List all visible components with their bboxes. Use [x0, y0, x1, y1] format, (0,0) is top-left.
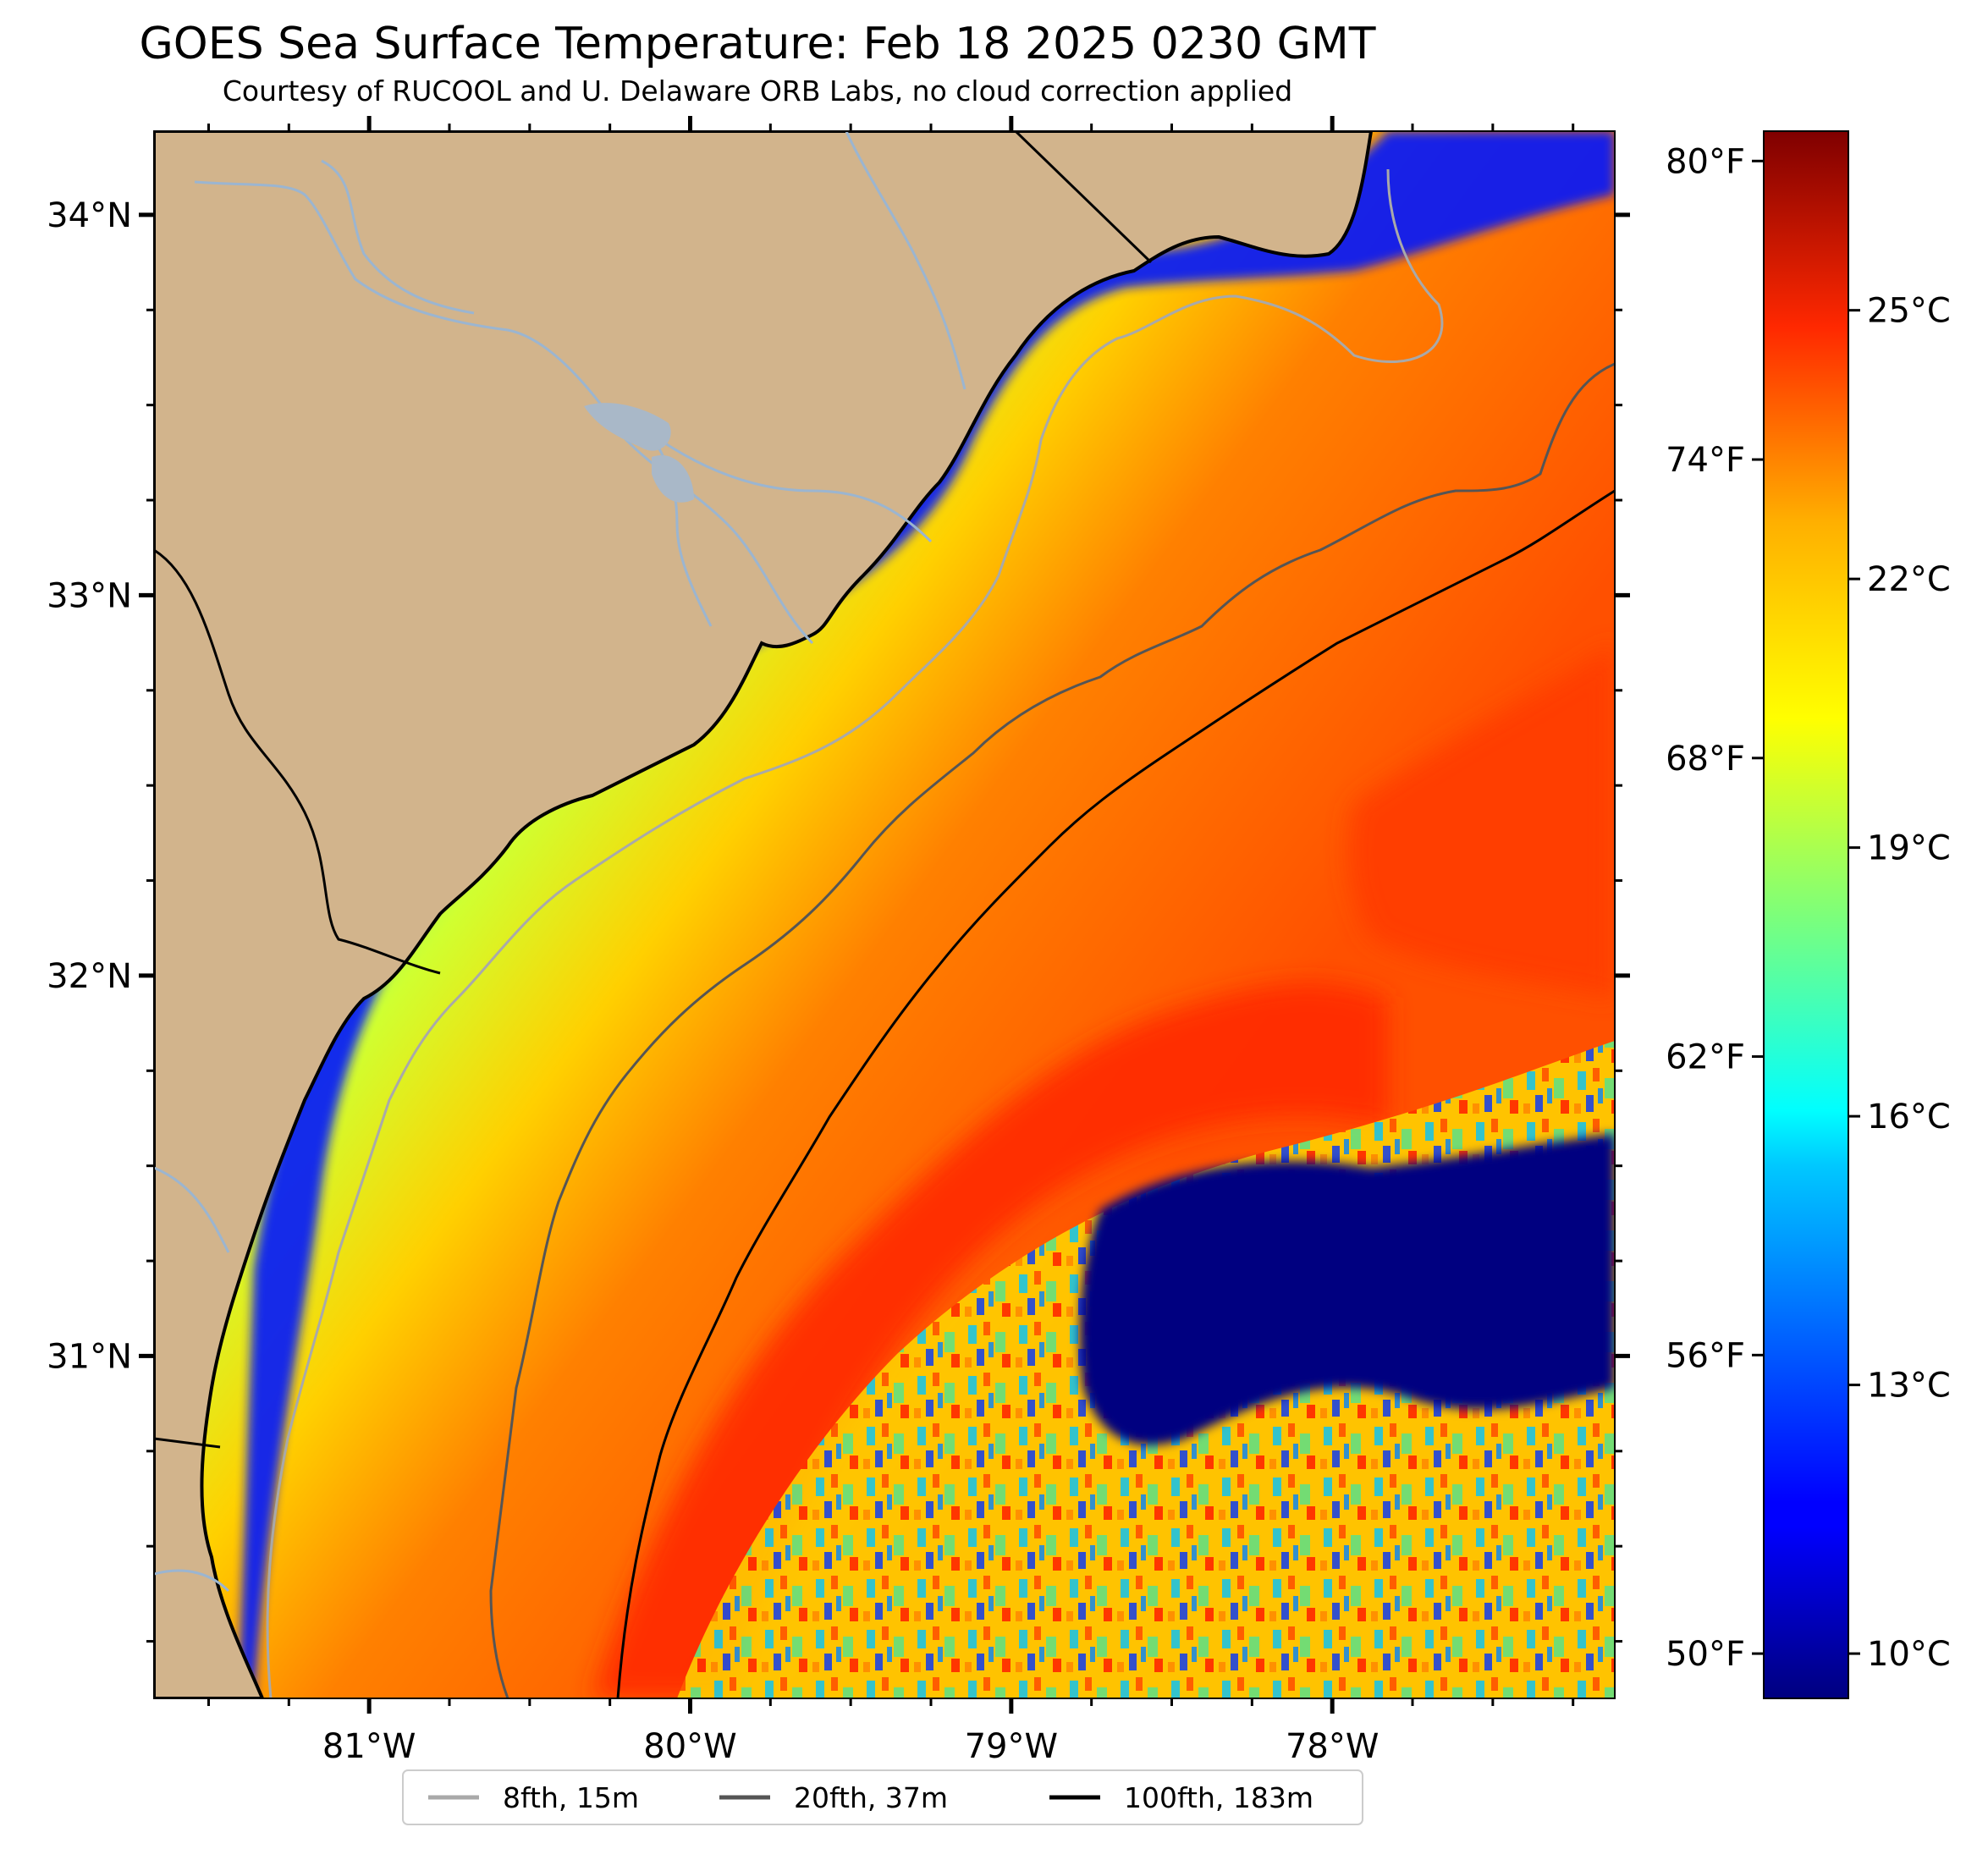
latitude-axis: 34°N 33°N 32°N 31°N: [47, 196, 1630, 1376]
legend-label: 8fth, 15m: [503, 1781, 639, 1814]
land-mass: [154, 131, 1374, 1698]
lake-moultrie: [652, 455, 694, 503]
fahrenheit-tick-label: 68°F: [1666, 740, 1745, 779]
lat-tick-label: 33°N: [47, 576, 132, 615]
celsius-tick-label: 10°C: [1867, 1635, 1951, 1674]
lon-tick-label: 78°W: [1286, 1727, 1379, 1766]
colorbar: 10°C 13°C 16°C 19°C 22°C 25°C 50°F 56°F 62°F 68°…: [1666, 130, 1951, 1699]
lon-tick-label: 79°W: [965, 1727, 1058, 1766]
lon-tick-label: 81°W: [322, 1727, 416, 1766]
colorbar-gradient: [1763, 130, 1849, 1699]
legend-label: 100fth, 183m: [1124, 1781, 1313, 1814]
legend-item: 100fth, 183m: [1049, 1781, 1313, 1814]
celsius-tick-label: 22°C: [1867, 560, 1951, 599]
fahrenheit-tick-label: 50°F: [1666, 1635, 1745, 1674]
lake-marion: [584, 403, 671, 451]
lat-tick-label: 31°N: [47, 1337, 132, 1376]
minor-ticks: [146, 124, 1622, 1706]
longitude-axis: 81°W 80°W 79°W 78°W: [322, 116, 1379, 1766]
legend-label: 20fth, 37m: [794, 1781, 948, 1814]
offshore-warm-eddy: [1349, 643, 1615, 999]
legend-item: 20fth, 37m: [719, 1781, 948, 1814]
fahrenheit-tick-label: 74°F: [1666, 441, 1745, 480]
fahrenheit-tick-label: 62°F: [1666, 1038, 1745, 1077]
celsius-tick-label: 19°C: [1867, 829, 1951, 868]
isobath-100fth: [616, 489, 1615, 1698]
lat-tick-label: 34°N: [47, 196, 132, 235]
fahrenheit-tick-label: 80°F: [1666, 142, 1745, 181]
map-title: GOES Sea Surface Temperature: Feb 18 202…: [139, 19, 1376, 69]
celsius-tick-label: 16°C: [1867, 1098, 1951, 1136]
cold-cloud-region: [1080, 1134, 1615, 1445]
lon-tick-label: 80°W: [643, 1727, 736, 1766]
state-borders: [154, 131, 1153, 1449]
map-subtitle: Courtesy of RUCOOL and U. Delaware ORB L…: [222, 74, 1293, 107]
map-border: [153, 130, 1616, 1699]
map-panel: [154, 131, 1615, 1698]
legend-item: 8fth, 15m: [428, 1781, 639, 1814]
isobath-8fth: [266, 168, 1444, 1698]
lat-tick-label: 32°N: [47, 957, 132, 996]
celsius-tick-label: 13°C: [1867, 1367, 1951, 1406]
legend-box: [402, 1769, 1363, 1825]
fahrenheit-tick-label: 56°F: [1666, 1336, 1745, 1375]
colorbar-celsius-ticks: 10°C 13°C 16°C 19°C 22°C 25°C: [1848, 292, 1951, 1674]
celsius-tick-label: 25°C: [1867, 292, 1951, 331]
colorbar-fahrenheit-ticks: 50°F 56°F 62°F 68°F 74°F 80°F: [1666, 142, 1764, 1674]
isobath-20fth: [489, 362, 1615, 1698]
legend: 8fth, 15m 20fth, 37m 100fth, 183m: [402, 1769, 1363, 1825]
